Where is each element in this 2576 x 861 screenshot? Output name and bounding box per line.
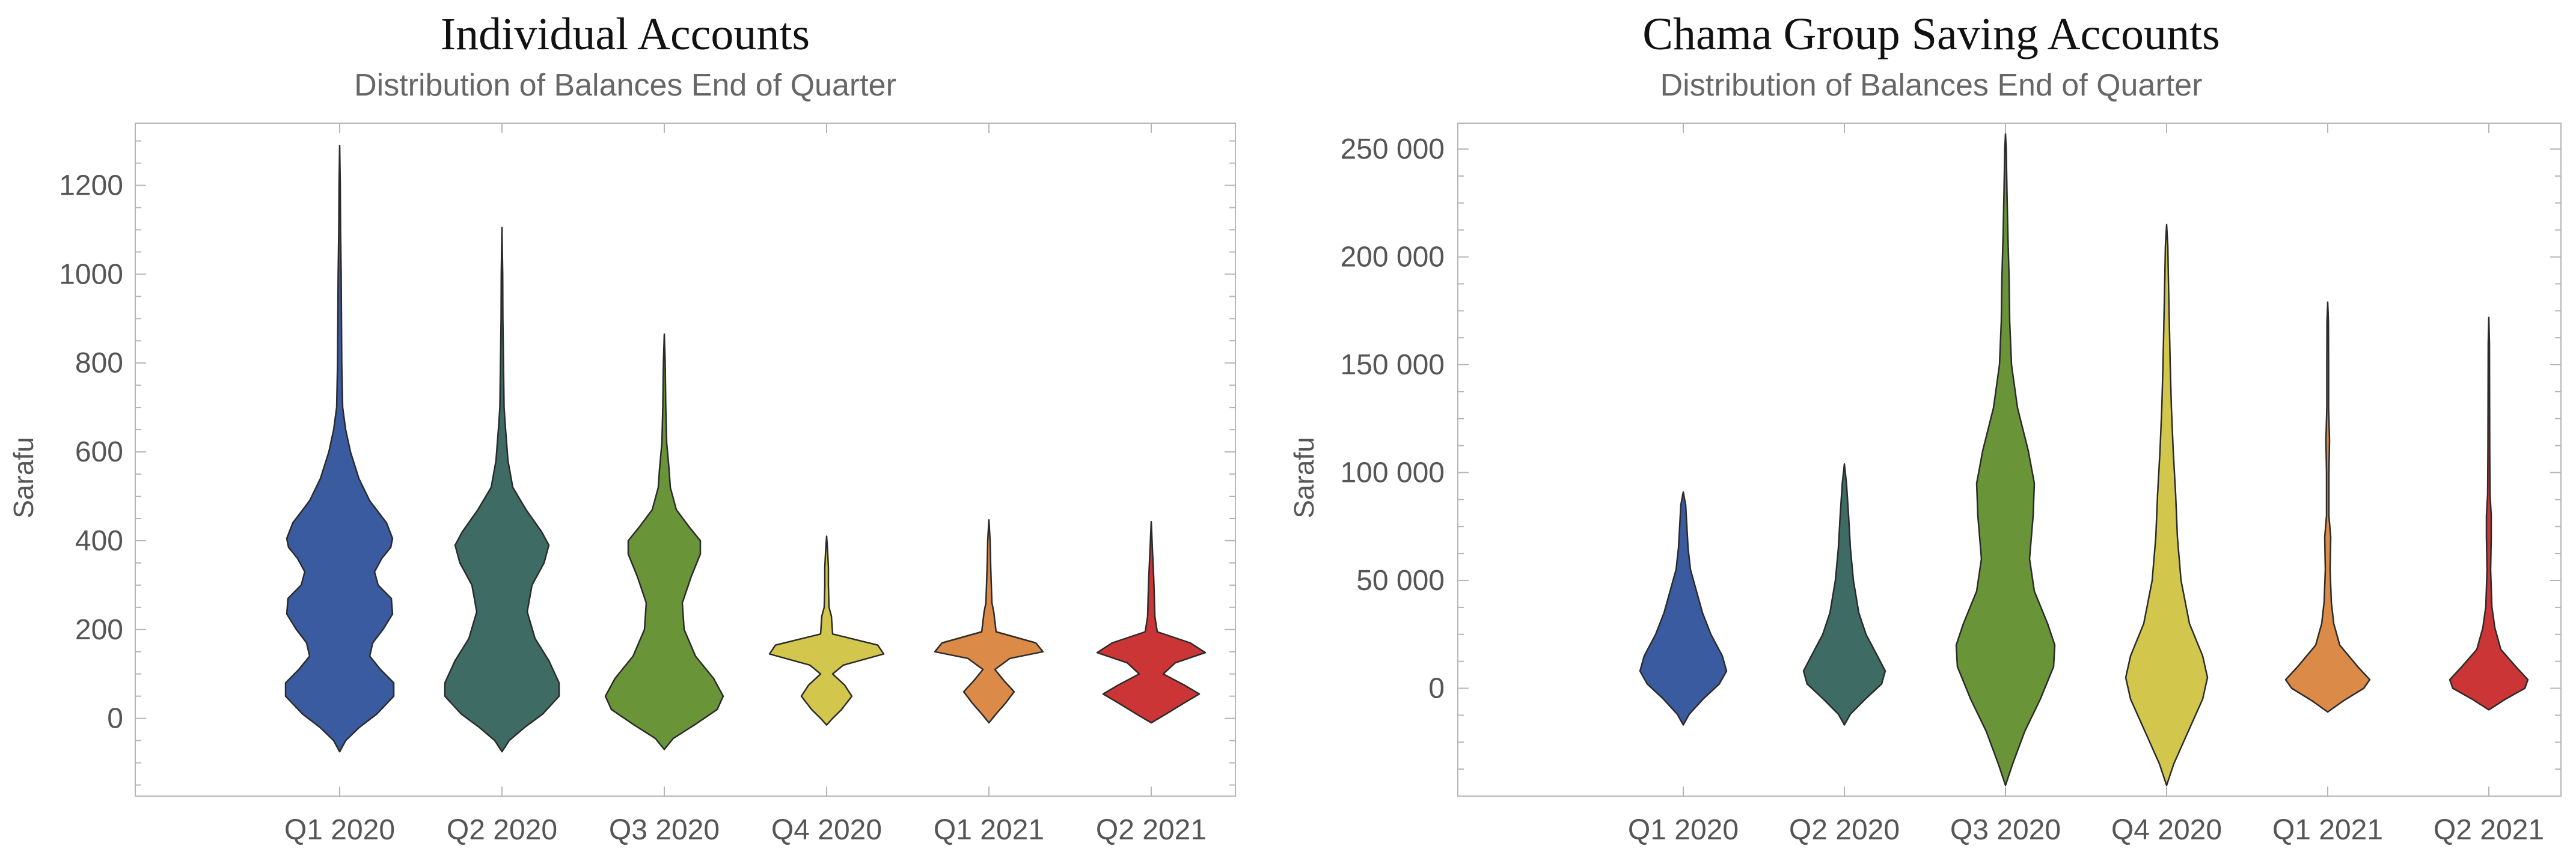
y-tick-label: 600: [75, 436, 123, 468]
x-tick-label: Q3 2020: [1950, 814, 2061, 846]
x-tick-label: Q2 2020: [1789, 814, 1900, 846]
violin-q1-2020: [1639, 491, 1728, 726]
chart-heading: Individual Accounts: [440, 9, 810, 59]
violin-q4-2020: [768, 535, 885, 726]
chart-title: Distribution of Balances End of Quarter: [1660, 68, 2203, 103]
violin-q3-2020: [1955, 133, 2056, 786]
violin-q2-2021: [1096, 520, 1207, 724]
plot-frame: [1457, 123, 2562, 797]
x-tick-label: Q4 2020: [771, 814, 882, 846]
violin-q1-2021: [934, 519, 1044, 724]
violin-q2-2020: [444, 227, 560, 753]
violin-q4-2020: [2125, 224, 2209, 786]
y-tick-label: 400: [75, 525, 123, 557]
y-axis-label: Sarafu: [1288, 437, 1320, 519]
violin-q1-2020: [284, 144, 395, 753]
x-tick-label: Q2 2021: [1096, 814, 1207, 846]
chama-group-accounts-chart: Chama Group Saving Accounts Distribution…: [1286, 0, 2576, 861]
y-tick-label: 1000: [59, 258, 123, 290]
y-tick-label: 800: [75, 347, 123, 379]
x-tick-label: Q3 2020: [609, 814, 720, 846]
violin-plot: 0 200 400 600 800 1000 1200 Sarafu Q1 2020 Q2 202…: [8, 123, 1236, 846]
individual-accounts-chart: Individual Accounts Distribution of Bala…: [0, 0, 1250, 861]
y-tick-label: 200 000: [1340, 242, 1445, 273]
violin-q2-2020: [1802, 463, 1886, 726]
plot-frame: [135, 123, 1236, 797]
x-tick-label: Q2 2021: [2434, 814, 2544, 846]
x-tick-label: Q4 2020: [2111, 814, 2222, 846]
y-tick-label: 200: [75, 614, 123, 646]
violin-q1-2021: [2284, 301, 2371, 713]
y-tick-label: 0: [107, 703, 123, 735]
y-axis-label: Sarafu: [8, 437, 39, 519]
y-tick-label: 100 000: [1340, 457, 1445, 489]
violin-q3-2020: [604, 333, 724, 750]
y-tick-label: 50 000: [1356, 565, 1445, 597]
chart-heading: Chama Group Saving Accounts: [1642, 9, 2220, 59]
x-tick-label: Q1 2020: [284, 814, 395, 846]
y-tick-label: 250 000: [1340, 133, 1445, 165]
y-tick-label: 1200: [59, 169, 123, 201]
violin-plot: 0 50 000 100 000 150 000 200 000 250 000 Saraf…: [1288, 123, 2562, 846]
x-tick-label: Q1 2020: [1628, 814, 1739, 846]
x-tick-label: Q1 2021: [934, 814, 1044, 846]
x-tick-label: Q1 2021: [2272, 814, 2383, 846]
x-tick-label: Q2 2020: [447, 814, 557, 846]
y-tick-label: 150 000: [1340, 349, 1445, 381]
violin-q2-2021: [2449, 316, 2529, 711]
chart-title: Distribution of Balances End of Quarter: [354, 68, 896, 103]
y-tick-label: 0: [1428, 673, 1445, 705]
